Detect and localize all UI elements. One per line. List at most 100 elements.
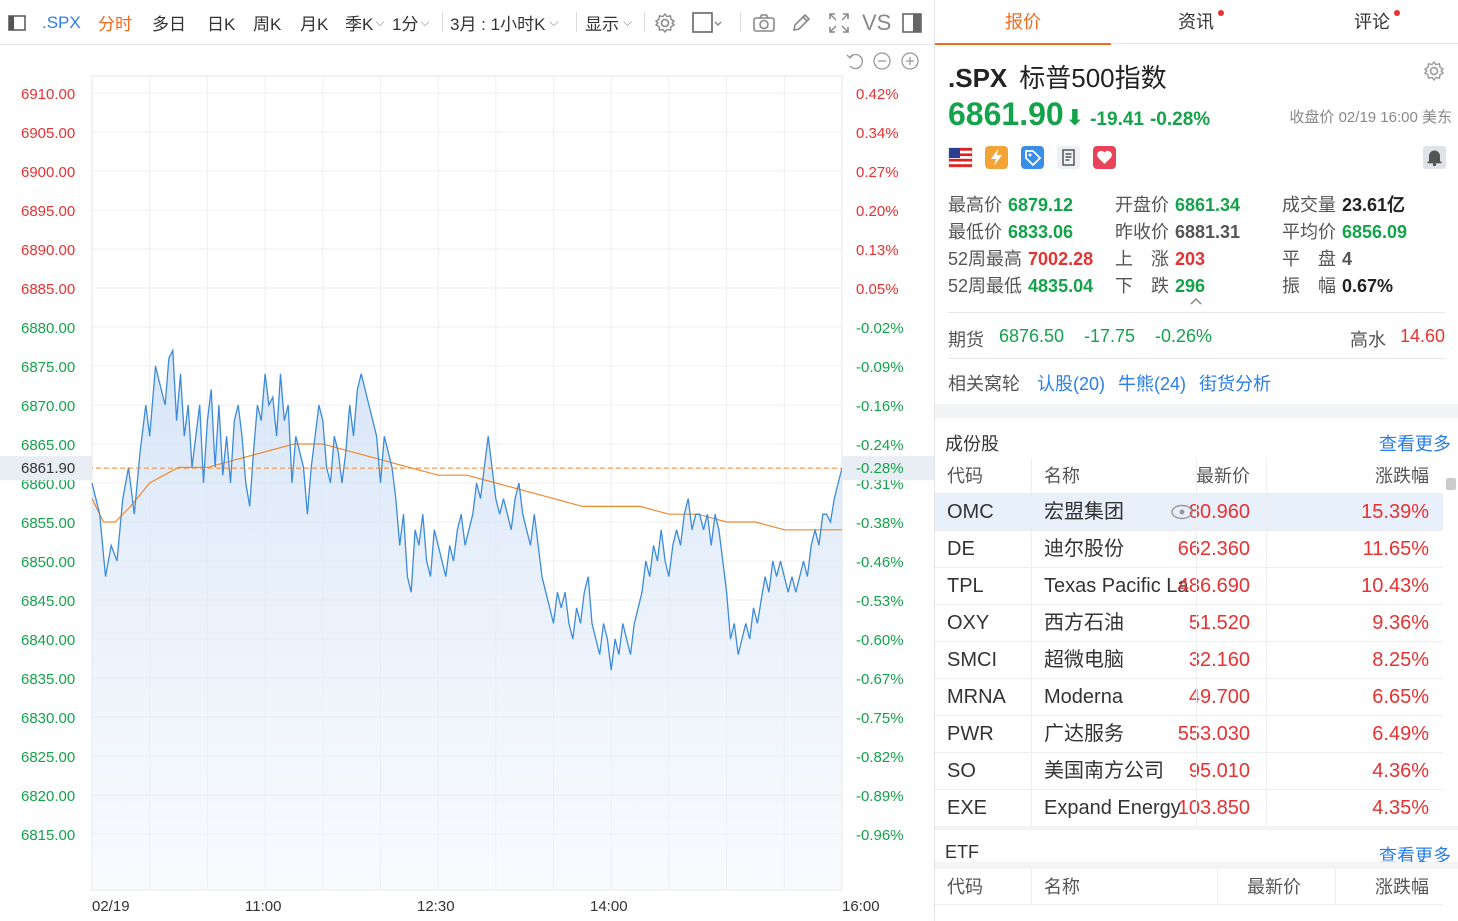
y-pct-tick-label: 0.27%: [856, 164, 899, 181]
display-menu[interactable]: 显示 ⌵: [585, 15, 633, 34]
draw-pencil-icon[interactable]: [790, 0, 812, 45]
bull-bear-link[interactable]: 牛熊(24): [1118, 374, 1187, 394]
stat-label: 52周最低: [948, 276, 1023, 296]
premium-label: 高水: [1350, 330, 1386, 350]
price-area-fill: [92, 350, 842, 890]
call-warrants-link[interactable]: 认股(20): [1037, 374, 1106, 394]
note-icon[interactable]: [1056, 145, 1081, 170]
cell-code: SMCI: [947, 649, 997, 671]
stat-value: 7002.28: [1028, 249, 1094, 269]
compare-vs-button[interactable]: VS: [862, 9, 892, 35]
cell-code: MRNA: [947, 686, 1006, 708]
instrument-name: 标普500指数: [1019, 63, 1167, 93]
cell-change: 9.36%: [1372, 612, 1429, 634]
panel-toggle-icon[interactable]: [8, 0, 26, 45]
camera-icon[interactable]: [752, 0, 776, 45]
tab-daily-k[interactable]: 日K: [207, 15, 236, 34]
table-row[interactable]: TPL Texas Pacific La 486.690 10.43%: [935, 568, 1443, 605]
y-tick-label: 6910.00: [21, 86, 75, 103]
range-selector[interactable]: 3月 : 1小时K ⌵: [450, 15, 559, 34]
table-row[interactable]: OXY 西方石油 51.520 9.36%: [935, 605, 1443, 642]
tab-quote[interactable]: 报价: [935, 0, 1111, 45]
tab-quarterly-k[interactable]: 季K ⌵: [345, 15, 385, 34]
stat-label: 振 幅: [1282, 276, 1336, 296]
cell-change: 10.43%: [1361, 575, 1429, 597]
constituents-title: 成份股: [945, 434, 999, 454]
futures-label: 期货: [948, 330, 984, 350]
cell-name: Moderna: [1044, 686, 1123, 708]
instrument-code: .SPX: [948, 63, 1008, 93]
fullscreen-icon[interactable]: [828, 0, 850, 45]
table-row[interactable]: OMC 宏盟集团 80.960 15.39%: [935, 494, 1443, 531]
intraday-chart-svg[interactable]: 6910.00 6905.00 6900.00 6895.00 6890.00 6885.…: [0, 45, 934, 921]
tab-monthly-k[interactable]: 月K: [300, 15, 329, 34]
y-pct-tick-label: 0.05%: [856, 281, 899, 298]
intraday-chart[interactable]: 6910.00 6905.00 6900.00 6895.00 6890.00 6885.…: [0, 45, 934, 921]
flash-icon[interactable]: [984, 145, 1009, 170]
table-row[interactable]: DE 迪尔股份 662.360 11.65%: [935, 531, 1443, 568]
bell-icon[interactable]: [1422, 145, 1447, 170]
table-header-row: 代码 名称 最新价 涨跌幅: [935, 869, 1443, 905]
constituents-more-link[interactable]: 查看更多: [1379, 434, 1451, 454]
table-row[interactable]: MRNA Moderna 49.700 6.65%: [935, 679, 1443, 716]
cell-name: 超微电脑: [1044, 649, 1124, 671]
chart-controls: [846, 52, 919, 70]
cell-code: OMC: [947, 501, 994, 523]
sidebar-toggle-icon[interactable]: [901, 0, 923, 45]
layout-icon[interactable]: [692, 0, 722, 45]
favorite-heart-icon[interactable]: [1092, 145, 1117, 170]
zoom-out-icon[interactable]: [873, 52, 891, 70]
gear-icon[interactable]: [1423, 60, 1445, 82]
tab-1min[interactable]: 1分 ⌵: [392, 15, 430, 34]
y-tick-label: 6820.00: [21, 788, 75, 805]
tab-news[interactable]: 资讯: [1111, 0, 1287, 44]
table-row[interactable]: EXE Expand Energy 103.850 4.35%: [935, 790, 1443, 827]
table-row[interactable]: SMCI 超微电脑 32.160 8.25%: [935, 642, 1443, 679]
street-analysis-link[interactable]: 街货分析: [1199, 374, 1272, 394]
current-price-tag: 6861.90: [0, 456, 92, 481]
y-tick-label: 6815.00: [21, 827, 75, 844]
stat-item: 昨收价 6881.31: [1115, 218, 1240, 244]
y-pct-tick-label: -0.24%: [856, 437, 904, 454]
table-row[interactable]: SO 美国南方公司 95.010 4.36%: [935, 753, 1443, 790]
sort-chevron-icon[interactable]: ⌵: [1419, 466, 1429, 481]
table-row[interactable]: PWR 广达服务 553.030 6.49%: [935, 716, 1443, 753]
y-pct-tick-label: -0.75%: [856, 710, 904, 727]
symbol-code[interactable]: .SPX: [42, 12, 81, 32]
tag-icon[interactable]: [1020, 145, 1045, 170]
y-pct-tick-label: -0.16%: [856, 398, 904, 415]
tab-weekly-k[interactable]: 周K: [253, 15, 282, 34]
chevron-down-icon: ⌵: [623, 15, 633, 29]
y-pct-tick-label: -0.82%: [856, 749, 904, 766]
etf-table: 代码 名称 最新价 涨跌幅: [935, 869, 1458, 921]
panel-tabs: 报价 资讯 评论: [935, 0, 1458, 45]
header-change: 涨跌幅: [1375, 877, 1429, 897]
reset-icon[interactable]: [846, 53, 864, 70]
eye-icon[interactable]: [1171, 504, 1193, 520]
scrollbar-thumb[interactable]: [1446, 478, 1456, 490]
y-tick-label: 6825.00: [21, 749, 75, 766]
y-tick-label: 6890.00: [21, 242, 75, 259]
unread-dot: [1218, 10, 1224, 16]
tab-intraday[interactable]: 分时: [98, 15, 132, 34]
current-price-label: 6861.90: [21, 460, 75, 477]
settings-icon[interactable]: [654, 0, 676, 45]
stat-label: 开盘价: [1115, 195, 1169, 215]
zoom-in-icon[interactable]: [901, 52, 919, 70]
collapse-chevron-icon[interactable]: [1189, 296, 1203, 306]
etf-more-link[interactable]: 查看更多: [1379, 846, 1451, 866]
stat-value: 203: [1175, 249, 1206, 269]
cell-last: 32.160: [1188, 649, 1250, 671]
tab-comments[interactable]: 评论: [1287, 0, 1458, 44]
table-header-row: 代码 名称 最新价 涨跌幅 ⌵: [935, 458, 1443, 494]
x-tick-label: 16:00: [842, 898, 880, 915]
y-tick-label: 6835.00: [21, 671, 75, 688]
cell-name: 美国南方公司: [1044, 760, 1164, 782]
tab-multi-day[interactable]: 多日: [152, 15, 186, 34]
futures-row[interactable]: 期货 6876.50 -17.75 -0.26% 高水 14.60: [948, 326, 1448, 352]
current-pct-tag: -0.28%: [842, 456, 934, 481]
y-tick-label: 6865.00: [21, 437, 75, 454]
cell-name: 广达服务: [1044, 723, 1124, 745]
tag-icons: [948, 145, 1448, 171]
chevron-down-icon: ⌵: [420, 15, 430, 29]
